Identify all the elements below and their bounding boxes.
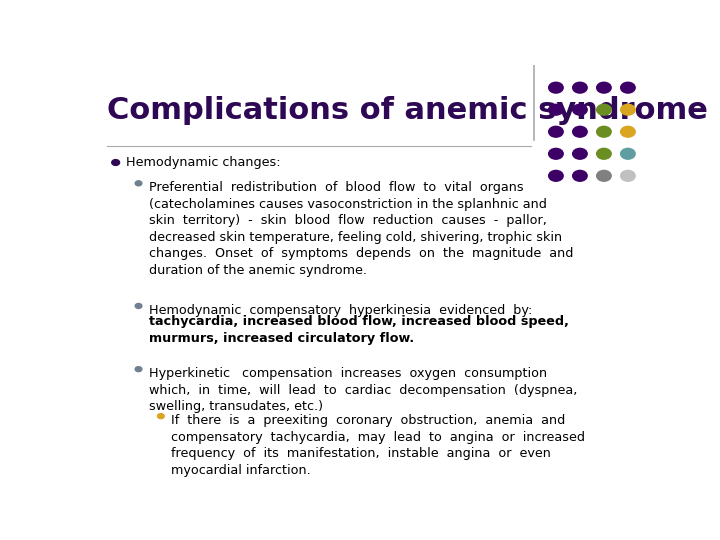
Circle shape bbox=[597, 148, 611, 159]
Circle shape bbox=[597, 126, 611, 137]
Text: Hyperkinetic   compensation  increases  oxygen  consumption
which,  in  time,  w: Hyperkinetic compensation increases oxyg… bbox=[148, 367, 577, 413]
Circle shape bbox=[549, 82, 563, 93]
Circle shape bbox=[621, 82, 635, 93]
Circle shape bbox=[135, 181, 142, 186]
Circle shape bbox=[549, 104, 563, 115]
Circle shape bbox=[549, 126, 563, 137]
Circle shape bbox=[158, 414, 164, 418]
Text: Hemodynamic changes:: Hemodynamic changes: bbox=[126, 156, 281, 169]
Text: tachycardia, increased blood flow, increased blood speed,
murmurs, increased cir: tachycardia, increased blood flow, incre… bbox=[148, 315, 569, 345]
Text: Complications of anemic syndrome: Complications of anemic syndrome bbox=[107, 96, 708, 125]
Circle shape bbox=[572, 104, 588, 115]
Circle shape bbox=[572, 148, 588, 159]
Circle shape bbox=[597, 82, 611, 93]
Circle shape bbox=[621, 171, 635, 181]
Circle shape bbox=[621, 104, 635, 115]
Circle shape bbox=[135, 367, 142, 372]
Circle shape bbox=[572, 126, 588, 137]
Circle shape bbox=[597, 171, 611, 181]
Circle shape bbox=[597, 104, 611, 115]
Text: Hemodynamic  compensatory  hyperkinesia  evidenced  by:: Hemodynamic compensatory hyperkinesia ev… bbox=[148, 304, 532, 317]
Text: If  there  is  a  preexiting  coronary  obstruction,  anemia  and
compensatory  : If there is a preexiting coronary obstru… bbox=[171, 414, 585, 477]
Text: Preferential  redistribution  of  blood  flow  to  vital  organs
(catecholamines: Preferential redistribution of blood flo… bbox=[148, 181, 573, 276]
Circle shape bbox=[549, 171, 563, 181]
Circle shape bbox=[549, 148, 563, 159]
Circle shape bbox=[621, 126, 635, 137]
Circle shape bbox=[572, 82, 588, 93]
Circle shape bbox=[572, 171, 588, 181]
Circle shape bbox=[112, 160, 120, 165]
Circle shape bbox=[135, 303, 142, 308]
Circle shape bbox=[621, 148, 635, 159]
